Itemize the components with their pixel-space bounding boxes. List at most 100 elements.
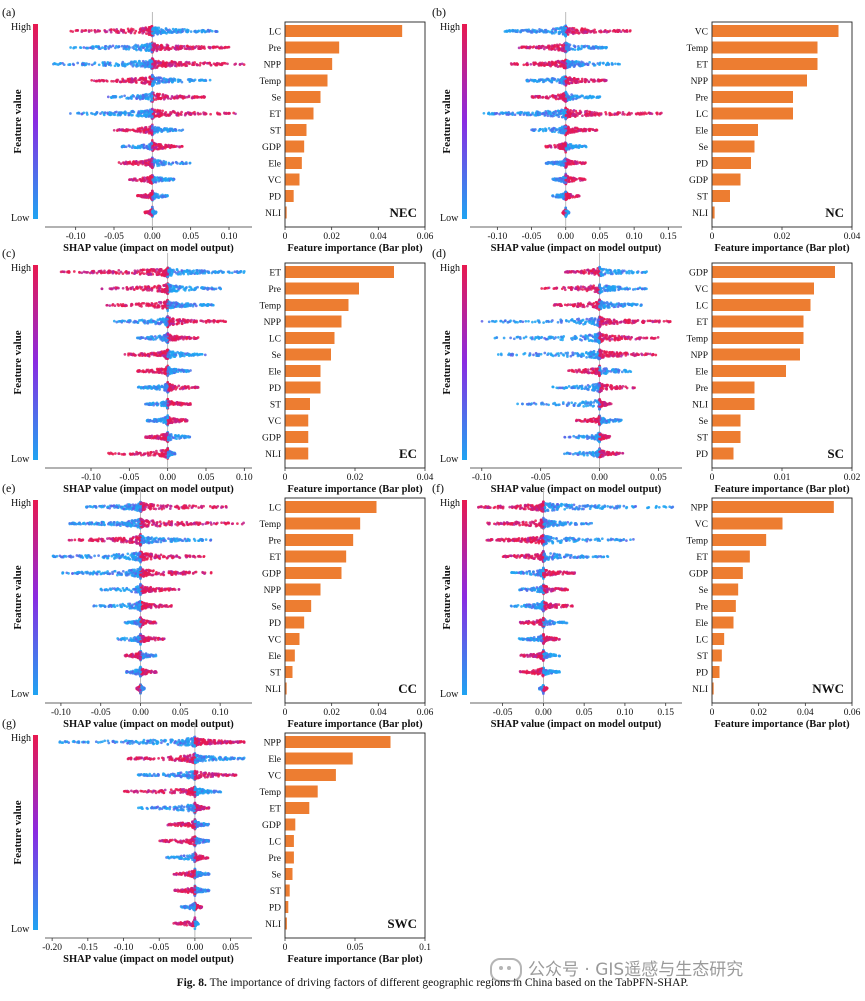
beeswarm-point [177, 63, 181, 67]
beeswarm-point [170, 60, 174, 63]
bar-et [285, 107, 314, 120]
beeswarm-point [133, 31, 137, 35]
beeswarm-point [580, 145, 584, 148]
beeswarm-point [569, 176, 573, 179]
beeswarm-point [135, 97, 138, 100]
beeswarm-point [564, 197, 568, 201]
beeswarm-point [628, 29, 632, 33]
beeswarm-point [574, 161, 577, 165]
beeswarm-row-temp [90, 73, 212, 88]
beeswarm-point [121, 111, 125, 115]
bar-feature-label: NLI [692, 209, 708, 219]
beeswarm-point [490, 112, 494, 116]
bar-temp [712, 41, 818, 54]
beeswarm-point [564, 174, 568, 178]
beeswarm-point [168, 31, 172, 34]
beeswarm-point [92, 46, 95, 50]
beeswarm-point [155, 162, 159, 165]
beeswarm-point [150, 94, 154, 98]
beeswarm-point [568, 65, 571, 68]
shap-x-tick-label: 0.15 [660, 232, 677, 242]
beeswarm-point [140, 143, 144, 147]
beeswarm-point [150, 175, 154, 179]
beeswarm-point [134, 45, 138, 48]
beeswarm-point [122, 129, 125, 133]
beeswarm-point [550, 160, 553, 164]
beeswarm-point [577, 129, 580, 133]
beeswarm-point [127, 160, 131, 164]
beeswarm-point [574, 97, 578, 101]
beeswarm-point [108, 44, 112, 48]
beeswarm-point [551, 194, 555, 198]
beeswarm-point [152, 48, 156, 51]
beeswarm-point [134, 29, 138, 33]
beeswarm-point [558, 96, 562, 100]
beeswarm-point [150, 77, 154, 81]
bar-feature-label: ET [269, 110, 281, 120]
beeswarm-point [131, 77, 134, 81]
bar-pd [285, 190, 294, 202]
beeswarm-point [542, 30, 546, 34]
beeswarm-point [161, 93, 165, 96]
beeswarm-point [159, 64, 163, 67]
beeswarm-point [505, 29, 509, 33]
beeswarm-point [137, 114, 140, 118]
beeswarm-point [82, 111, 86, 115]
beeswarm-point [156, 109, 159, 113]
beeswarm-point [185, 162, 188, 165]
beeswarm-point [203, 111, 207, 115]
beeswarm-point [218, 113, 222, 116]
beeswarm-point [134, 47, 138, 51]
beeswarm-point [564, 209, 568, 213]
beeswarm-point [132, 160, 136, 163]
beeswarm-point [127, 80, 131, 84]
bar-feature-label: Se [272, 94, 282, 104]
beeswarm-point [167, 162, 171, 166]
bar-feature-label: GDP [689, 176, 708, 186]
beeswarm-point [138, 146, 142, 150]
beeswarm-point [149, 60, 153, 64]
beeswarm-point [577, 146, 581, 150]
beeswarm-point [146, 195, 149, 199]
beeswarm-point [579, 64, 582, 68]
beeswarm-point [585, 109, 589, 113]
bar-se [285, 91, 321, 103]
beeswarm-point [94, 45, 98, 49]
beeswarm-point [531, 111, 534, 115]
beeswarm-point [569, 81, 573, 85]
beeswarm-point [564, 106, 568, 110]
beeswarm-point [566, 158, 570, 162]
beeswarm-point [184, 61, 188, 64]
beeswarm-point [94, 30, 97, 34]
beeswarm-point [153, 114, 157, 118]
beeswarm-point [171, 161, 175, 165]
beeswarm-point [163, 178, 167, 182]
beeswarm-point [156, 164, 159, 168]
beeswarm-point [580, 27, 584, 31]
beeswarm-point [146, 210, 150, 213]
beeswarm-point [552, 126, 556, 130]
beeswarm-point [643, 111, 647, 115]
beeswarm-point [540, 44, 544, 48]
beeswarm-point [555, 160, 559, 164]
beeswarm-point [529, 62, 533, 66]
beeswarm-point [580, 177, 584, 180]
beeswarm-point [544, 28, 548, 32]
beeswarm-point [77, 111, 80, 115]
beeswarm-point [150, 191, 154, 195]
beeswarm-point [554, 95, 558, 98]
beeswarm-point [562, 26, 566, 30]
beeswarm-point [82, 46, 86, 49]
beeswarm-point [564, 165, 568, 169]
beeswarm-point [600, 30, 603, 34]
beeswarm-point [587, 80, 591, 84]
beeswarm-point [502, 112, 505, 115]
beeswarm-point [548, 30, 552, 34]
beeswarm-point [538, 45, 542, 49]
beeswarm-point [598, 79, 601, 83]
beeswarm-point [564, 108, 567, 112]
beeswarm-point [188, 161, 192, 165]
beeswarm-point [147, 65, 151, 68]
beeswarm-point [550, 32, 554, 35]
beeswarm-point [188, 46, 191, 50]
